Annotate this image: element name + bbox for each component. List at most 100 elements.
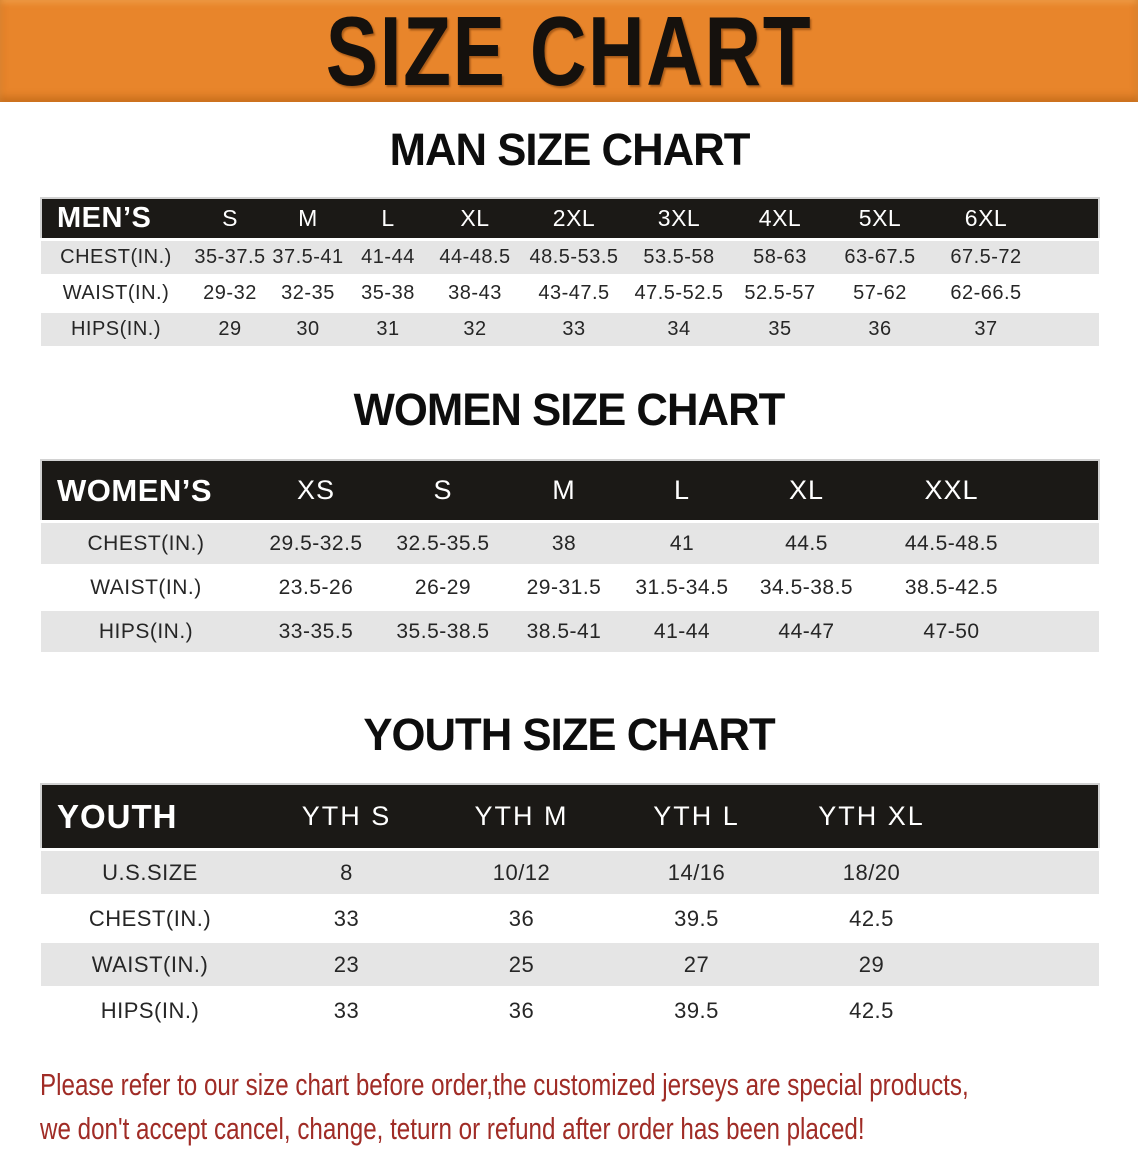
size-value: 52.5-57 (731, 275, 829, 313)
size-column-header: 3XL (627, 197, 731, 241)
spacer-cell (959, 849, 1099, 897)
size-value: 31 (347, 311, 429, 349)
table-corner-label: MEN’S (40, 197, 191, 241)
table-corner-label: WOMEN’S (40, 459, 251, 523)
size-value: 8 (259, 849, 434, 897)
size-column-header: YTH L (609, 783, 784, 851)
size-value: 29 (784, 941, 959, 989)
size-value: 33 (521, 311, 627, 349)
size-column-header: 4XL (731, 197, 829, 241)
size-value: 27 (609, 941, 784, 989)
size-value: 62-66.5 (931, 275, 1041, 313)
disclaimer-note: Please refer to our size chart before or… (40, 1063, 1138, 1151)
spacer-cell (1031, 609, 1099, 655)
row-label: CHEST(IN.) (41, 895, 259, 943)
size-value: 29 (191, 311, 269, 349)
size-value: 18/20 (784, 849, 959, 897)
row-label: HIPS(IN.) (41, 987, 259, 1035)
size-value: 37 (931, 311, 1041, 349)
size-value: 38-43 (429, 275, 521, 313)
table-row: WAIST(IN.) 23.5-26 26-29 29-31.5 31.5-34… (41, 565, 1099, 611)
row-label: WAIST(IN.) (41, 941, 259, 989)
size-value: 57-62 (829, 275, 931, 313)
size-value: 34.5-38.5 (741, 565, 872, 611)
youth-size-table: YOUTH YTH S YTH M YTH L YTH XL U.S.SIZE … (40, 783, 1100, 1035)
table-row: WAIST(IN.) 29-32 32-35 35-38 38-43 43-47… (41, 275, 1099, 313)
size-value: 32 (429, 311, 521, 349)
table-row: U.S.SIZE 8 10/12 14/16 18/20 (41, 849, 1099, 897)
size-column-header: S (191, 197, 269, 241)
size-column-header: XXL (872, 459, 1031, 523)
size-value: 63-67.5 (829, 239, 931, 277)
spacer-cell (1041, 311, 1099, 349)
table-header-row: MEN’S S M L XL 2XL 3XL 4XL 5XL 6XL (40, 197, 1100, 241)
table-row: CHEST(IN.) 35-37.5 37.5-41 41-44 44-48.5… (41, 239, 1099, 277)
size-value: 35-37.5 (191, 239, 269, 277)
spacer-cell (1031, 521, 1099, 567)
women-section-title: WOMEN SIZE CHART (353, 384, 786, 435)
size-column-header: YTH XL (784, 783, 959, 851)
row-label: WAIST(IN.) (41, 565, 251, 611)
size-column-header: 6XL (931, 197, 1041, 241)
size-column-header: M (269, 197, 347, 241)
size-value: 33-35.5 (251, 609, 381, 655)
disclaimer-line-1: Please refer to our size chart before or… (40, 1067, 969, 1102)
size-value: 39.5 (609, 895, 784, 943)
size-value: 33 (259, 987, 434, 1035)
men-section-title: MAN SIZE CHART (389, 124, 750, 175)
spacer-cell (959, 987, 1099, 1035)
size-value: 42.5 (784, 895, 959, 943)
size-value: 44-48.5 (429, 239, 521, 277)
size-value: 32-35 (269, 275, 347, 313)
size-value: 34 (627, 311, 731, 349)
size-column-header: XS (251, 459, 381, 523)
size-value: 39.5 (609, 987, 784, 1035)
size-value: 44-47 (741, 609, 872, 655)
size-value: 35-38 (347, 275, 429, 313)
size-value: 35.5-38.5 (381, 609, 505, 655)
size-column-header: XL (741, 459, 872, 523)
size-value: 41 (623, 521, 741, 567)
size-column-header: L (347, 197, 429, 241)
size-value: 47.5-52.5 (627, 275, 731, 313)
size-column-header: M (505, 459, 623, 523)
spacer-cell (959, 895, 1099, 943)
table-row: HIPS(IN.) 33-35.5 35.5-38.5 38.5-41 41-4… (41, 609, 1099, 655)
row-label: HIPS(IN.) (41, 311, 191, 349)
table-row: HIPS(IN.) 29 30 31 32 33 34 35 36 37 (41, 311, 1099, 349)
size-value: 41-44 (347, 239, 429, 277)
size-column-header: L (623, 459, 741, 523)
size-value: 38 (505, 521, 623, 567)
spacer-cell (959, 783, 1100, 851)
size-column-header: S (381, 459, 505, 523)
size-value: 29-31.5 (505, 565, 623, 611)
size-column-header: YTH S (259, 783, 434, 851)
size-value: 14/16 (609, 849, 784, 897)
row-label: WAIST(IN.) (41, 275, 191, 313)
row-label: CHEST(IN.) (41, 521, 251, 567)
size-column-header: 2XL (521, 197, 627, 241)
spacer-cell (1041, 239, 1099, 277)
row-label: U.S.SIZE (41, 849, 259, 897)
size-value: 37.5-41 (269, 239, 347, 277)
size-value: 41-44 (623, 609, 741, 655)
table-row: HIPS(IN.) 33 36 39.5 42.5 (41, 987, 1099, 1035)
spacer-cell (1041, 197, 1100, 241)
size-value: 67.5-72 (931, 239, 1041, 277)
size-value: 38.5-41 (505, 609, 623, 655)
spacer-cell (1031, 565, 1099, 611)
size-column-header: 5XL (829, 197, 931, 241)
size-value: 48.5-53.5 (521, 239, 627, 277)
table-row: WAIST(IN.) 23 25 27 29 (41, 941, 1099, 989)
size-value: 29.5-32.5 (251, 521, 381, 567)
men-size-table: MEN’S S M L XL 2XL 3XL 4XL 5XL 6XL CHEST… (40, 197, 1100, 349)
size-column-header: XL (429, 197, 521, 241)
size-value: 26-29 (381, 565, 505, 611)
table-row: CHEST(IN.) 29.5-32.5 32.5-35.5 38 41 44.… (41, 521, 1099, 567)
table-corner-label: YOUTH (40, 783, 259, 851)
size-value: 35 (731, 311, 829, 349)
spacer-cell (1031, 459, 1100, 523)
size-value: 10/12 (434, 849, 609, 897)
youth-section-title: YOUTH SIZE CHART (363, 709, 775, 760)
spacer-cell (1041, 275, 1099, 313)
